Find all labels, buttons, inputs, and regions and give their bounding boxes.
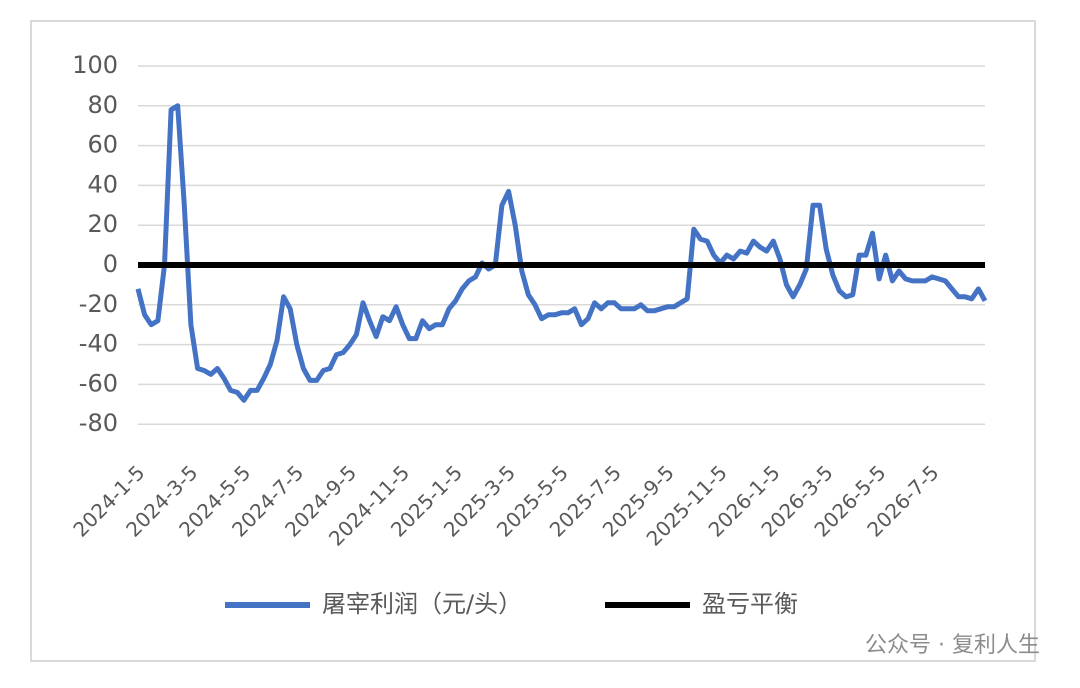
y-tick-label: 60 bbox=[87, 131, 118, 159]
y-tick-label: 0 bbox=[103, 250, 118, 278]
y-tick-label: 100 bbox=[72, 51, 118, 79]
data-line bbox=[135, 103, 988, 403]
legend-label: 屠宰利润（元/头） bbox=[322, 590, 522, 618]
y-tick-label: 20 bbox=[87, 210, 118, 238]
y-tick-label: -20 bbox=[79, 290, 118, 318]
y-tick-label: -60 bbox=[79, 369, 118, 397]
y-tick-label: -80 bbox=[79, 409, 118, 437]
y-tick-label: 80 bbox=[87, 91, 118, 119]
y-tick-label: -40 bbox=[79, 330, 118, 358]
y-tick-label: 40 bbox=[87, 170, 118, 198]
legend-label: 盈亏平衡 bbox=[702, 590, 798, 618]
watermark: 公众号 · 复利人生 bbox=[865, 633, 1040, 658]
chart-frame bbox=[30, 20, 1036, 662]
